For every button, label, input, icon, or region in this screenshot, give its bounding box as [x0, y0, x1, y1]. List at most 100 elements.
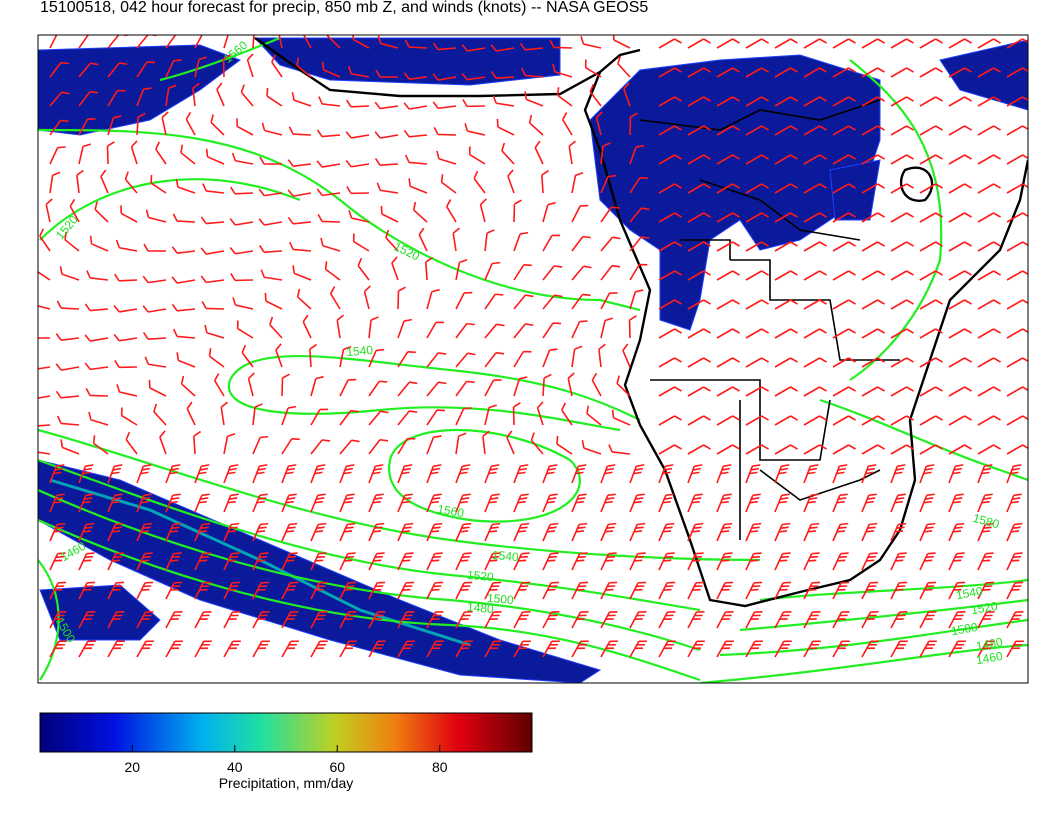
- wind-barb: [832, 183, 856, 194]
- wind-barb: [403, 129, 428, 138]
- wind-barb: [484, 581, 502, 600]
- contour-label: 1520: [970, 599, 999, 617]
- wind-barb: [376, 182, 399, 194]
- wind-barb: [832, 96, 856, 107]
- wind-barb: [890, 611, 908, 629]
- wind-barb: [1006, 444, 1028, 455]
- wind-barb: [832, 38, 856, 49]
- wind-barb: [571, 581, 589, 600]
- wind-barb: [519, 42, 544, 51]
- wind-barb: [397, 522, 414, 542]
- wind-barb: [948, 464, 964, 484]
- wind-barb: [339, 522, 356, 542]
- colorbar-tick-label: 20: [124, 759, 140, 775]
- wind-barb: [49, 552, 66, 571]
- wind-barb: [861, 611, 879, 629]
- wind-barb: [832, 154, 856, 165]
- wind-barb: [107, 640, 125, 658]
- wind-barb: [658, 125, 682, 136]
- wind-barb: [890, 522, 907, 542]
- wind-barb: [658, 522, 675, 542]
- wind-barb: [136, 581, 154, 600]
- wind-barb: [542, 464, 558, 484]
- wind-barb: [542, 373, 552, 397]
- wind-barb: [310, 493, 326, 513]
- wind-barb: [78, 90, 99, 107]
- wind-barb: [329, 286, 341, 310]
- wind-barb: [252, 581, 270, 600]
- wind-barb: [948, 67, 972, 78]
- wind-barb: [581, 440, 602, 455]
- wind-barb: [658, 581, 676, 600]
- wind-barb: [113, 305, 138, 313]
- wind-barb: [501, 142, 515, 165]
- wind-barb: [977, 270, 1001, 281]
- wind-barb: [92, 435, 109, 455]
- wind-barb: [492, 95, 515, 107]
- wind-barb: [155, 141, 167, 165]
- wind-barb: [252, 611, 270, 629]
- wind-barb: [125, 431, 138, 455]
- wind-barb: [716, 386, 740, 397]
- wind-barb: [165, 552, 182, 571]
- wind-barb: [45, 198, 53, 223]
- wind-barb: [571, 172, 584, 194]
- wind-barb: [171, 276, 196, 284]
- wind-barb: [948, 415, 972, 426]
- wind-barb: [455, 581, 473, 600]
- wind-barb: [716, 241, 740, 252]
- wind-barb: [49, 146, 66, 165]
- wind-barb: [803, 154, 827, 165]
- wind-barb: [919, 212, 943, 223]
- wind-barb: [1006, 125, 1028, 136]
- wind-barb: [368, 410, 389, 426]
- wind-barb: [38, 330, 51, 339]
- wind-barb: [426, 464, 442, 484]
- wind-barb: [832, 581, 850, 600]
- wind-barb: [120, 407, 138, 426]
- contour-label: 1540: [491, 548, 519, 564]
- wind-barb: [1006, 581, 1024, 600]
- wind-barb: [136, 112, 146, 136]
- wind-barb: [310, 464, 326, 484]
- wind-barb: [513, 264, 532, 281]
- wind-barb: [595, 111, 603, 136]
- wind-barb: [455, 432, 467, 455]
- wind-barb: [977, 493, 993, 513]
- wind-barbs: [38, 35, 1028, 658]
- wind-barb: [310, 581, 328, 600]
- wind-barb: [1006, 96, 1028, 107]
- wind-barb: [536, 401, 544, 426]
- wind-barb: [1006, 386, 1028, 397]
- wind-barb: [919, 464, 935, 484]
- wind-barb: [919, 125, 943, 136]
- wind-barb: [89, 235, 109, 252]
- wind-barb: [745, 299, 769, 310]
- wind-barb: [144, 356, 167, 368]
- wind-barb: [403, 72, 428, 80]
- wind-barb: [301, 35, 312, 49]
- wind-barb: [919, 640, 937, 658]
- wind-barb: [507, 169, 515, 194]
- wind-barb: [568, 140, 576, 165]
- wind-barb: [549, 39, 573, 49]
- wind-barb: [977, 552, 994, 571]
- wind-barb: [571, 265, 592, 281]
- wind-barb: [357, 257, 370, 281]
- wind-barb: [339, 439, 360, 455]
- wind-barb: [397, 437, 416, 455]
- wind-barb: [861, 386, 885, 397]
- wind-barb: [948, 581, 966, 600]
- wind-barb: [186, 401, 196, 426]
- wind-barb: [948, 154, 972, 165]
- wind-barb: [832, 67, 856, 78]
- wind-barb: [281, 611, 299, 629]
- wind-barb: [455, 522, 472, 542]
- wind-barb: [281, 373, 290, 397]
- wind-barb: [78, 35, 98, 49]
- wind-barb: [78, 464, 94, 484]
- wind-barb: [513, 294, 534, 310]
- wind-barb: [591, 372, 602, 397]
- wind-barb: [745, 38, 769, 49]
